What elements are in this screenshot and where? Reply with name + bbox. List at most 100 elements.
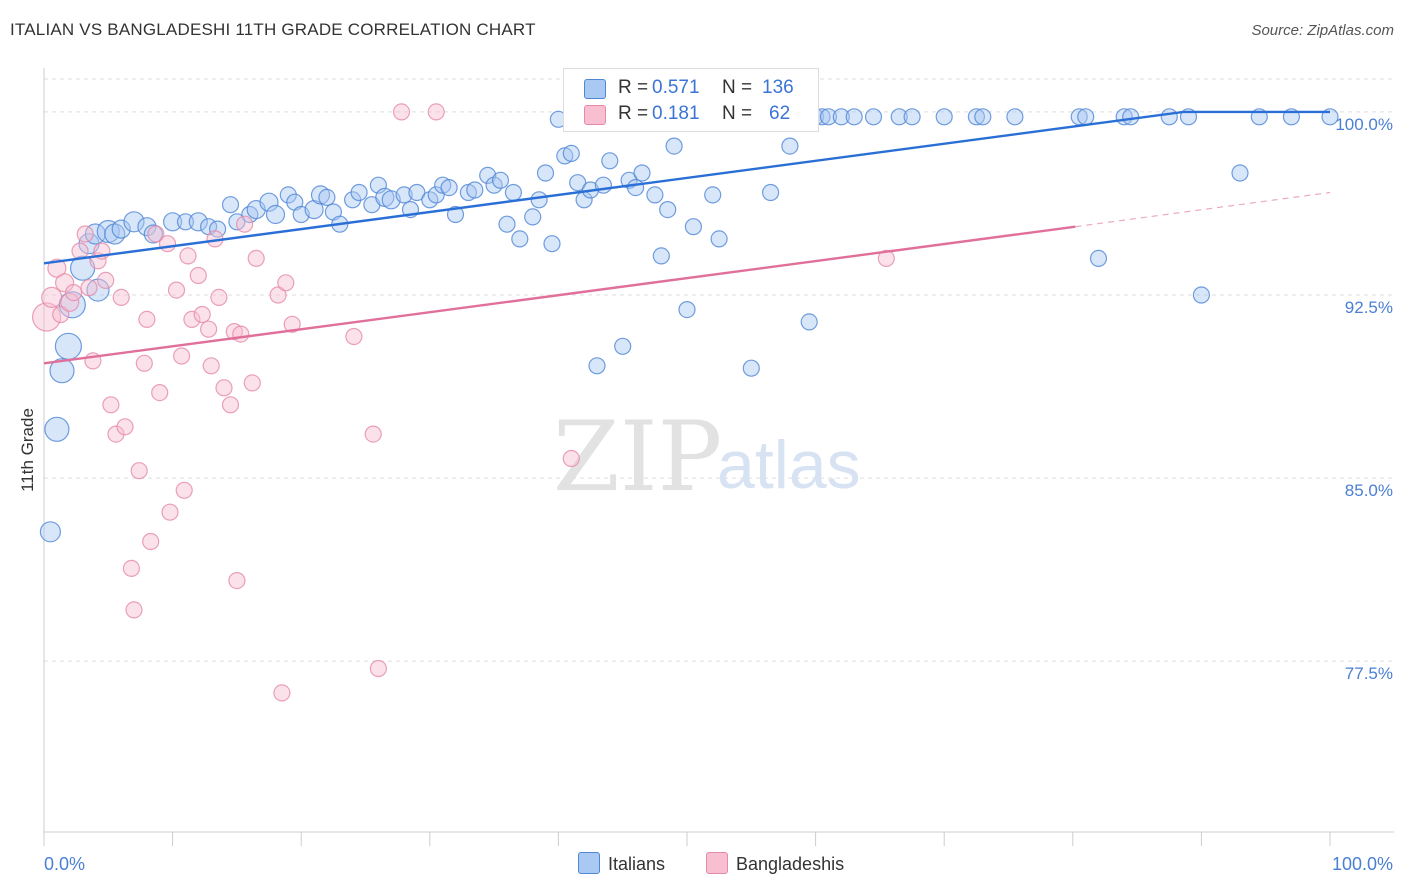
bangladeshi-point	[125, 601, 143, 619]
italian-point	[163, 212, 183, 232]
italian-point	[440, 179, 458, 197]
italian-point	[1089, 249, 1108, 267]
legend-r-value: 0.571	[652, 77, 700, 98]
italian-point	[864, 108, 883, 126]
italian-point	[44, 416, 70, 442]
bangladeshi-point	[210, 288, 228, 306]
italians-swatch	[584, 79, 606, 99]
italian-point	[704, 186, 722, 204]
italian-point	[832, 108, 850, 126]
bangladeshi-point	[54, 273, 75, 293]
italian-point	[408, 183, 426, 202]
chart-title: ITALIAN VS BANGLADESHI 11TH GRADE CORREL…	[10, 20, 536, 39]
italian-point	[761, 183, 780, 202]
italians-trend-line	[43, 110, 1184, 265]
italian-point	[265, 204, 286, 225]
italian-point	[652, 247, 670, 265]
bangladeshi-point	[97, 271, 115, 289]
bangladeshi-point	[269, 286, 287, 304]
trend-lines	[43, 110, 1331, 365]
italian-point	[562, 144, 580, 162]
bangladeshis-trend-line	[43, 225, 1076, 365]
y-tick-label: 92.5%	[1345, 298, 1393, 317]
bangladeshi-point	[107, 425, 125, 443]
bangladeshi-point	[102, 396, 120, 414]
y-tick-label: 100.0%	[1335, 115, 1393, 134]
italian-point	[395, 186, 413, 204]
bangladeshi-point	[189, 266, 207, 285]
italian-point	[318, 188, 336, 206]
italian-point	[967, 108, 986, 126]
bangladeshi-point	[877, 249, 895, 267]
italian-point	[1160, 108, 1178, 126]
bangladeshi-point	[232, 325, 250, 343]
bangladeshi-point	[392, 103, 411, 121]
legend-row-italians: R = 0.571 N = 136	[564, 75, 818, 103]
y-tick-label: 85.0%	[1345, 481, 1393, 500]
italian-point	[626, 179, 645, 197]
bangladeshi-point	[228, 571, 246, 590]
italian-point	[1122, 108, 1140, 126]
italian-point	[633, 164, 651, 182]
watermark: ZIP atlas	[553, 401, 861, 513]
legend-r-label: R =	[618, 77, 649, 98]
legend-row-bangladeshis: R = 0.181 N = 62	[564, 101, 818, 129]
italian-point	[903, 108, 921, 126]
bangladeshi-point	[247, 249, 265, 267]
italian-point	[935, 108, 953, 126]
italian-point	[710, 230, 728, 248]
italian-point	[511, 230, 529, 248]
bangladeshi-point	[76, 225, 94, 243]
bangladeshi-point	[135, 354, 153, 372]
bangladeshis-trend-extension	[1075, 191, 1331, 228]
italian-point	[646, 186, 664, 204]
italian-point	[123, 211, 145, 233]
italian-point	[54, 332, 83, 360]
bangladeshis-legend-label: Bangladeshis	[736, 854, 845, 874]
italian-point	[684, 218, 703, 236]
x-tick-label: 100.0%	[1332, 854, 1393, 874]
italian-point	[800, 313, 818, 331]
italian-point	[491, 171, 510, 189]
italian-point	[530, 191, 548, 209]
italian-point	[446, 205, 465, 224]
y-axis-label: 11th Grade	[18, 408, 37, 492]
bangladeshi-point	[122, 559, 140, 578]
bangladeshi-point	[60, 292, 80, 312]
italian-point	[479, 166, 497, 184]
italian-point	[601, 152, 619, 170]
bangladeshi-point	[151, 384, 169, 402]
x-tick-label: 0.0%	[44, 854, 85, 874]
bangladeshi-point	[364, 425, 382, 443]
bangladeshi-point	[158, 235, 177, 253]
bottom-legend-bangladeshis: Bangladeshis	[706, 852, 844, 875]
axis-labels: 77.5% 85.0% 92.5% 100.0% 0.0% 100.0% 11th Grad…	[18, 115, 1393, 874]
watermark-atlas: atlas	[717, 427, 861, 503]
italian-point	[588, 357, 606, 375]
y-tick-label: 77.5%	[1345, 664, 1393, 683]
italian-point	[742, 359, 760, 377]
bangladeshi-point	[179, 247, 197, 265]
bangladeshi-point	[243, 374, 261, 392]
italian-point	[209, 220, 227, 238]
italian-point	[221, 196, 240, 214]
italian-point	[259, 192, 279, 212]
italian-point	[350, 183, 368, 202]
bangladeshi-point	[236, 215, 254, 233]
bangladeshi-point	[147, 225, 165, 243]
legend-r-label: R =	[618, 103, 649, 124]
bangladeshi-point	[161, 503, 179, 521]
legend-n-label: N =	[722, 77, 753, 98]
italian-point	[96, 219, 120, 244]
bangladeshi-point	[173, 347, 191, 365]
bottom-legend-italians: Italians	[578, 852, 665, 875]
italian-point	[427, 186, 445, 204]
bangladeshi-point	[112, 288, 130, 306]
italian-point	[569, 174, 587, 192]
italian-point	[176, 213, 195, 231]
italian-point	[1231, 164, 1249, 182]
bangladeshi-point	[183, 310, 201, 328]
italian-point	[498, 215, 516, 233]
italian-point	[678, 301, 696, 319]
